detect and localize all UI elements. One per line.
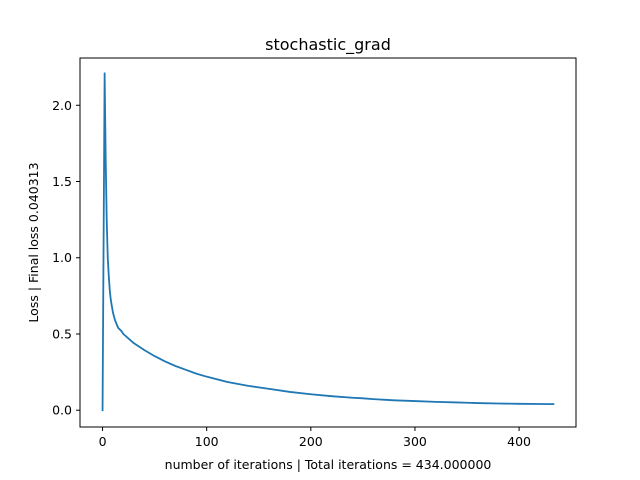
y-tick-label: 1.0 — [52, 250, 72, 265]
y-tick-label: 1.5 — [52, 174, 72, 189]
ticks-layer: 0 100 200 300 400 0.0 0.5 1.0 1.5 2.0 — [52, 98, 531, 449]
axes-frame — [79, 57, 577, 428]
x-tick-label: 100 — [195, 434, 219, 449]
y-axis-label: Loss | Final loss 0.040313 — [26, 162, 41, 322]
x-tick-label: 0 — [99, 434, 107, 449]
y-tick-label: 0.5 — [52, 326, 72, 341]
x-tick-label: 200 — [299, 434, 323, 449]
y-tick-label: 0.0 — [52, 403, 72, 418]
x-tick-label: 300 — [403, 434, 427, 449]
x-axis-label: number of iterations | Total iterations … — [165, 457, 492, 472]
y-tick-label: 2.0 — [52, 98, 72, 113]
x-tick-label: 400 — [507, 434, 531, 449]
chart-title: stochastic_grad — [265, 35, 391, 55]
plot-layer — [101, 72, 555, 412]
loss-series-line — [101, 72, 555, 412]
